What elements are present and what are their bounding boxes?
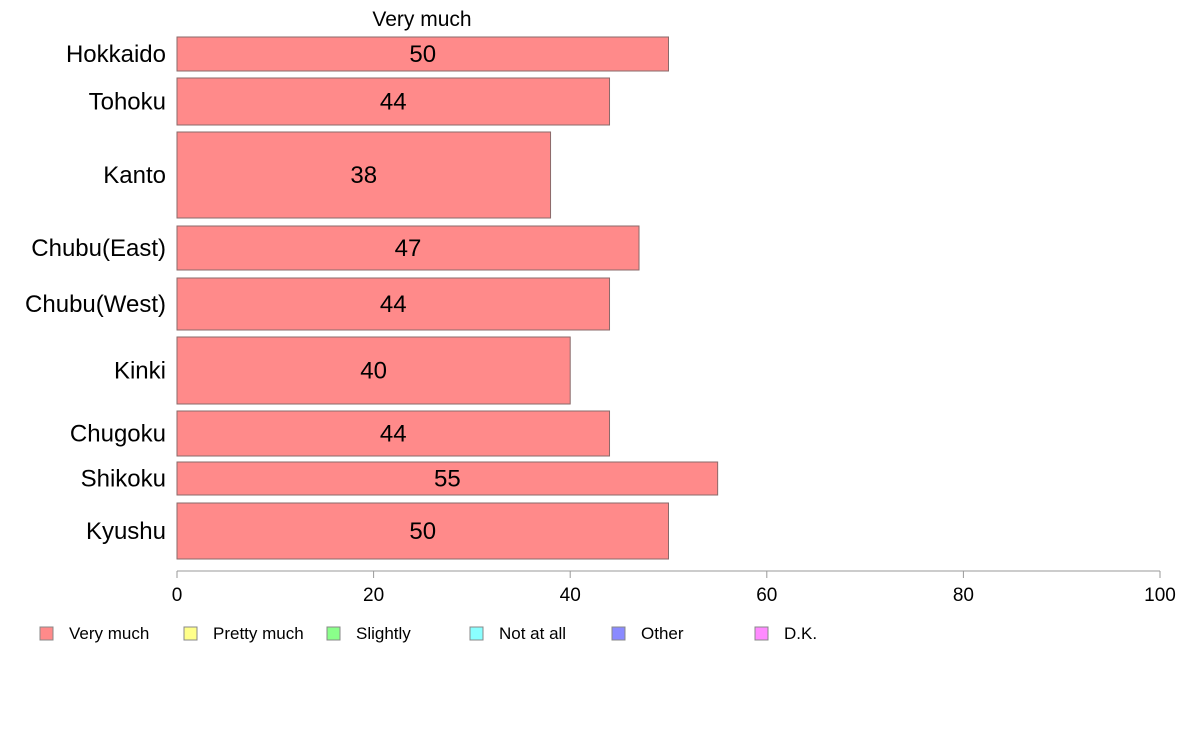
data-label-3: 47 (395, 235, 422, 262)
category-label-6: Chugoku (70, 421, 166, 448)
category-label-1: Tohoku (89, 89, 166, 116)
x-tick-label-1: 20 (363, 585, 384, 606)
legend: Very much Pretty much Slightly Not at all Ot… (39, 624, 817, 643)
x-tick-label-4: 80 (953, 585, 974, 606)
legend-swatch-4 (611, 626, 626, 641)
bar-2 (176, 131, 552, 219)
x-tick-label-3: 60 (756, 585, 777, 606)
bar-4 (176, 277, 611, 331)
data-label-7: 55 (434, 466, 461, 493)
bars-group: 50 Hokkaido 44 Tohoku 38 Kanto 47 Chubu(East) 44… (25, 36, 719, 560)
category-label-4: Chubu(West) (25, 291, 166, 318)
bar-0 (176, 36, 669, 72)
legend-label-0: Very much (69, 624, 149, 643)
data-label-6: 44 (380, 421, 407, 448)
bar-8 (176, 502, 669, 560)
category-label-3: Chubu(East) (31, 235, 166, 262)
x-tick-label-2: 40 (560, 585, 581, 606)
chart-title: Very much (372, 8, 471, 31)
legend-swatch-2 (326, 626, 341, 641)
category-label-0: Hokkaido (66, 41, 166, 68)
legend-swatch-5 (754, 626, 769, 641)
x-tick-label-5: 100 (1144, 585, 1176, 606)
legend-label-4: Other (641, 624, 684, 643)
data-label-0: 50 (409, 41, 436, 68)
bar-3 (176, 225, 640, 271)
legend-label-1: Pretty much (213, 624, 304, 643)
bar-1 (176, 77, 611, 126)
bar-6 (176, 410, 611, 457)
data-label-1: 44 (380, 89, 407, 116)
data-label-5: 40 (360, 358, 387, 385)
legend-swatch-1 (183, 626, 198, 641)
x-tick-label-0: 0 (172, 585, 183, 606)
bar-7 (176, 461, 719, 496)
legend-label-3: Not at all (499, 624, 566, 643)
legend-label-5: D.K. (784, 624, 817, 643)
x-axis: 0 20 40 60 80 100 (172, 570, 1176, 606)
legend-swatch-3 (469, 626, 484, 641)
legend-swatch-0 (39, 626, 54, 641)
legend-label-2: Slightly (356, 624, 411, 643)
category-label-2: Kanto (103, 162, 166, 189)
data-label-4: 44 (380, 291, 407, 318)
bar-5 (176, 336, 571, 405)
data-label-2: 38 (350, 162, 377, 189)
category-label-8: Kyushu (86, 518, 166, 545)
data-label-8: 50 (409, 518, 436, 545)
category-label-7: Shikoku (81, 466, 166, 493)
category-label-5: Kinki (114, 358, 166, 385)
